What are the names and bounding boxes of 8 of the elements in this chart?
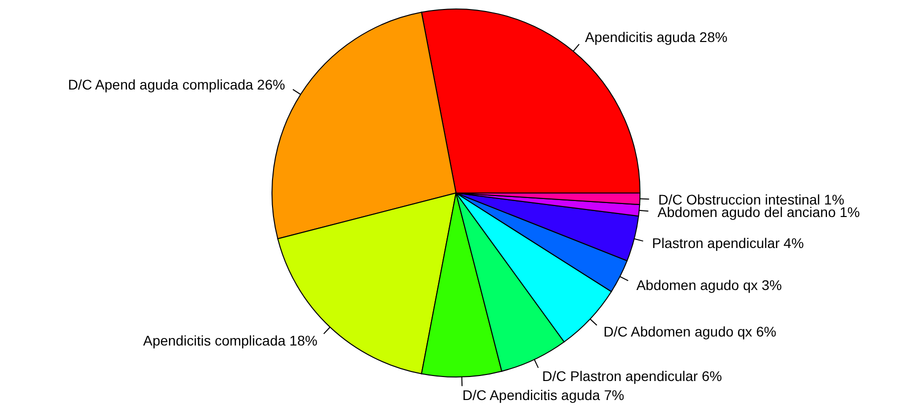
slice-label: Apendicitis aguda 28% (585, 28, 728, 45)
slice-label: D/C Apendicitis aguda 7% (462, 387, 624, 404)
slice-label: Apendicitis complicada 18% (143, 332, 318, 348)
slice-label: D/C Apend aguda complicada 26% (68, 76, 286, 92)
slice-label: D/C Plastron apendicular 6% (542, 368, 722, 384)
slice-label: Plastron apendicular 4% (652, 235, 804, 252)
slice-label: Abdomen agudo qx 3% (636, 276, 782, 293)
slice-label: D/C Abdomen agudo qx 6% (604, 323, 776, 340)
